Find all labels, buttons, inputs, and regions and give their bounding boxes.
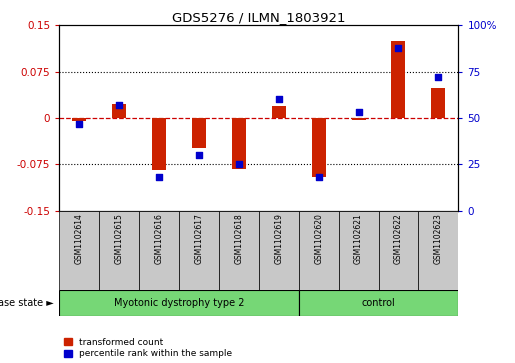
Point — [195, 152, 203, 158]
Bar — [312, 118, 325, 177]
Bar — [112, 105, 126, 118]
Text: GSM1102619: GSM1102619 — [274, 213, 283, 264]
Point — [434, 74, 442, 80]
Text: control: control — [362, 298, 396, 308]
Text: GSM1102615: GSM1102615 — [115, 213, 124, 264]
Point — [115, 102, 123, 108]
Bar — [379, 211, 418, 290]
Text: GSM1102621: GSM1102621 — [354, 213, 363, 264]
Bar — [352, 118, 366, 120]
Bar — [391, 41, 405, 118]
Bar — [179, 211, 219, 290]
Bar — [139, 211, 179, 290]
Point — [315, 174, 323, 180]
Bar — [99, 211, 139, 290]
Bar — [272, 106, 286, 118]
Text: GSM1102622: GSM1102622 — [394, 213, 403, 264]
Text: GSM1102623: GSM1102623 — [434, 213, 443, 264]
Text: GSM1102614: GSM1102614 — [75, 213, 83, 264]
Point — [235, 161, 243, 167]
Text: disease state ►: disease state ► — [0, 298, 54, 308]
Text: GSM1102620: GSM1102620 — [314, 213, 323, 264]
Point — [274, 97, 283, 102]
Point — [354, 110, 363, 115]
Bar — [192, 118, 206, 148]
Bar — [59, 211, 99, 290]
Bar — [219, 211, 259, 290]
Bar — [339, 211, 379, 290]
Bar — [418, 211, 458, 290]
Point — [75, 121, 83, 126]
Bar — [59, 290, 299, 316]
Bar — [299, 290, 458, 316]
Text: Myotonic dystrophy type 2: Myotonic dystrophy type 2 — [114, 298, 244, 308]
Text: GSM1102618: GSM1102618 — [234, 213, 243, 264]
Text: GSM1102616: GSM1102616 — [154, 213, 163, 264]
Bar — [152, 118, 166, 171]
Text: GSM1102617: GSM1102617 — [195, 213, 203, 264]
Point — [394, 45, 403, 50]
Point — [155, 174, 163, 180]
Bar — [299, 211, 339, 290]
Bar — [259, 211, 299, 290]
Bar — [72, 118, 86, 121]
Bar — [232, 118, 246, 168]
Title: GDS5276 / ILMN_1803921: GDS5276 / ILMN_1803921 — [172, 11, 346, 24]
Bar — [432, 88, 445, 118]
Legend: transformed count, percentile rank within the sample: transformed count, percentile rank withi… — [64, 338, 232, 359]
